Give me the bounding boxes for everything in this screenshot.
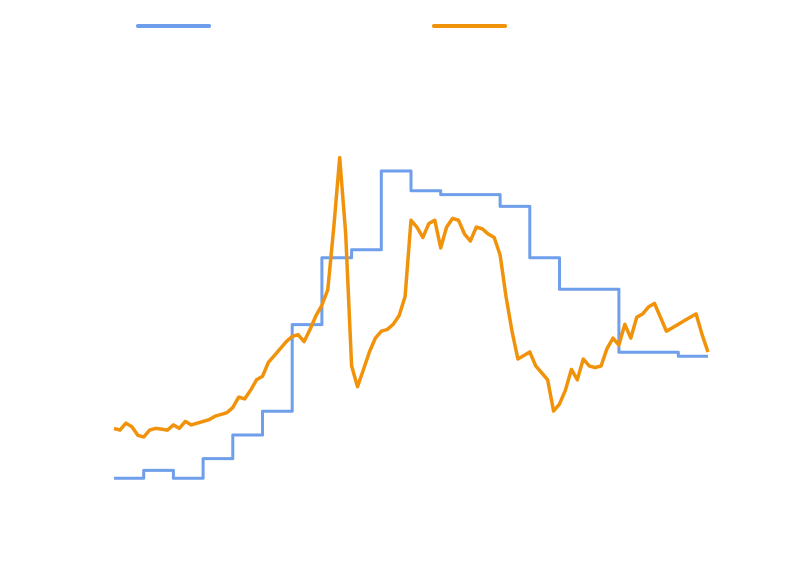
series-line-2 [113,155,710,439]
series-line-1 [114,169,708,480]
plot-area [113,155,710,480]
